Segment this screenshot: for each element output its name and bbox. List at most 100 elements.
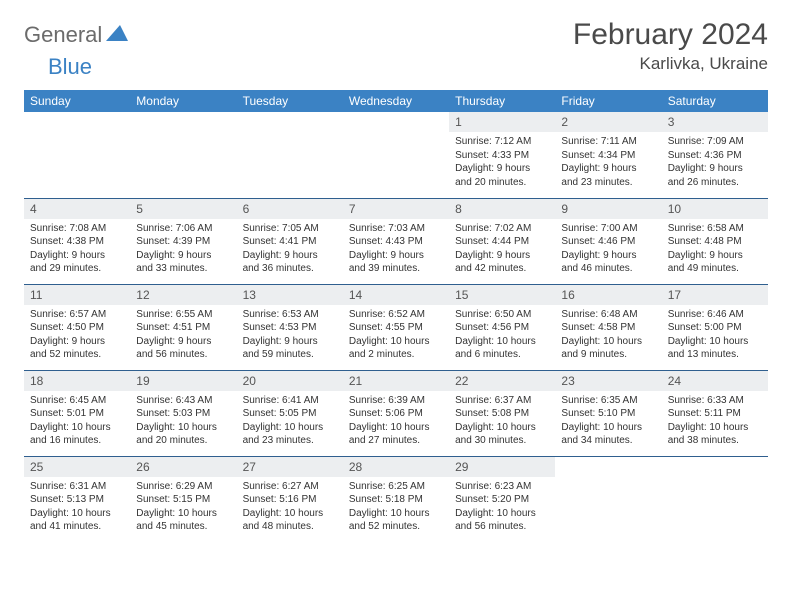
day-details: Sunrise: 7:11 AMSunset: 4:34 PMDaylight:… — [555, 132, 661, 193]
day-cell: 12Sunrise: 6:55 AMSunset: 4:51 PMDayligh… — [130, 284, 236, 370]
day-details: Sunrise: 6:25 AMSunset: 5:18 PMDaylight:… — [343, 477, 449, 538]
day-number: 28 — [343, 457, 449, 477]
calendar-table: SundayMondayTuesdayWednesdayThursdayFrid… — [24, 90, 768, 542]
day-number: 5 — [130, 199, 236, 219]
logo-text-general: General — [24, 22, 102, 48]
logo-triangle-icon — [106, 25, 128, 46]
day-number: 15 — [449, 285, 555, 305]
day-number: 2 — [555, 112, 661, 132]
calendar-row: 25Sunrise: 6:31 AMSunset: 5:13 PMDayligh… — [24, 456, 768, 542]
weekday-header: Saturday — [662, 90, 768, 112]
day-cell: 18Sunrise: 6:45 AMSunset: 5:01 PMDayligh… — [24, 370, 130, 456]
day-details: Sunrise: 6:39 AMSunset: 5:06 PMDaylight:… — [343, 391, 449, 452]
day-details: Sunrise: 7:12 AMSunset: 4:33 PMDaylight:… — [449, 132, 555, 193]
day-number: 16 — [555, 285, 661, 305]
day-number: 3 — [662, 112, 768, 132]
weekday-header: Tuesday — [237, 90, 343, 112]
calendar-row: 1Sunrise: 7:12 AMSunset: 4:33 PMDaylight… — [24, 112, 768, 198]
day-details: Sunrise: 7:09 AMSunset: 4:36 PMDaylight:… — [662, 132, 768, 193]
day-details: Sunrise: 7:08 AMSunset: 4:38 PMDaylight:… — [24, 219, 130, 280]
day-cell: 19Sunrise: 6:43 AMSunset: 5:03 PMDayligh… — [130, 370, 236, 456]
day-cell: 14Sunrise: 6:52 AMSunset: 4:55 PMDayligh… — [343, 284, 449, 370]
empty-cell — [130, 112, 236, 198]
day-details: Sunrise: 6:58 AMSunset: 4:48 PMDaylight:… — [662, 219, 768, 280]
day-number: 8 — [449, 199, 555, 219]
logo: General — [24, 22, 130, 48]
day-cell: 26Sunrise: 6:29 AMSunset: 5:15 PMDayligh… — [130, 456, 236, 542]
calendar-row: 11Sunrise: 6:57 AMSunset: 4:50 PMDayligh… — [24, 284, 768, 370]
calendar-row: 4Sunrise: 7:08 AMSunset: 4:38 PMDaylight… — [24, 198, 768, 284]
day-number: 27 — [237, 457, 343, 477]
day-number: 17 — [662, 285, 768, 305]
day-number: 6 — [237, 199, 343, 219]
day-cell: 10Sunrise: 6:58 AMSunset: 4:48 PMDayligh… — [662, 198, 768, 284]
day-cell: 4Sunrise: 7:08 AMSunset: 4:38 PMDaylight… — [24, 198, 130, 284]
day-cell: 16Sunrise: 6:48 AMSunset: 4:58 PMDayligh… — [555, 284, 661, 370]
day-cell: 5Sunrise: 7:06 AMSunset: 4:39 PMDaylight… — [130, 198, 236, 284]
day-details: Sunrise: 6:55 AMSunset: 4:51 PMDaylight:… — [130, 305, 236, 366]
day-cell: 8Sunrise: 7:02 AMSunset: 4:44 PMDaylight… — [449, 198, 555, 284]
empty-cell — [24, 112, 130, 198]
day-details: Sunrise: 6:50 AMSunset: 4:56 PMDaylight:… — [449, 305, 555, 366]
day-details: Sunrise: 6:23 AMSunset: 5:20 PMDaylight:… — [449, 477, 555, 538]
weekday-header: Monday — [130, 90, 236, 112]
day-details: Sunrise: 6:57 AMSunset: 4:50 PMDaylight:… — [24, 305, 130, 366]
day-details: Sunrise: 6:46 AMSunset: 5:00 PMDaylight:… — [662, 305, 768, 366]
day-number: 1 — [449, 112, 555, 132]
day-cell: 9Sunrise: 7:00 AMSunset: 4:46 PMDaylight… — [555, 198, 661, 284]
day-details: Sunrise: 7:00 AMSunset: 4:46 PMDaylight:… — [555, 219, 661, 280]
day-cell: 7Sunrise: 7:03 AMSunset: 4:43 PMDaylight… — [343, 198, 449, 284]
day-details: Sunrise: 6:31 AMSunset: 5:13 PMDaylight:… — [24, 477, 130, 538]
day-details: Sunrise: 7:03 AMSunset: 4:43 PMDaylight:… — [343, 219, 449, 280]
day-cell: 29Sunrise: 6:23 AMSunset: 5:20 PMDayligh… — [449, 456, 555, 542]
day-cell: 11Sunrise: 6:57 AMSunset: 4:50 PMDayligh… — [24, 284, 130, 370]
empty-cell — [343, 112, 449, 198]
day-details: Sunrise: 6:45 AMSunset: 5:01 PMDaylight:… — [24, 391, 130, 452]
day-number: 22 — [449, 371, 555, 391]
day-number: 26 — [130, 457, 236, 477]
logo-text-blue: Blue — [48, 54, 792, 80]
day-details: Sunrise: 6:52 AMSunset: 4:55 PMDaylight:… — [343, 305, 449, 366]
day-cell: 25Sunrise: 6:31 AMSunset: 5:13 PMDayligh… — [24, 456, 130, 542]
day-details: Sunrise: 7:05 AMSunset: 4:41 PMDaylight:… — [237, 219, 343, 280]
weekday-header: Sunday — [24, 90, 130, 112]
day-number: 7 — [343, 199, 449, 219]
day-number: 19 — [130, 371, 236, 391]
day-cell: 28Sunrise: 6:25 AMSunset: 5:18 PMDayligh… — [343, 456, 449, 542]
weekday-header-row: SundayMondayTuesdayWednesdayThursdayFrid… — [24, 90, 768, 112]
weekday-header: Thursday — [449, 90, 555, 112]
empty-cell — [555, 456, 661, 542]
month-title: February 2024 — [573, 18, 768, 52]
day-cell: 24Sunrise: 6:33 AMSunset: 5:11 PMDayligh… — [662, 370, 768, 456]
day-number: 11 — [24, 285, 130, 305]
day-number: 14 — [343, 285, 449, 305]
day-cell: 22Sunrise: 6:37 AMSunset: 5:08 PMDayligh… — [449, 370, 555, 456]
weekday-header: Wednesday — [343, 90, 449, 112]
day-number: 18 — [24, 371, 130, 391]
day-number: 9 — [555, 199, 661, 219]
calendar-row: 18Sunrise: 6:45 AMSunset: 5:01 PMDayligh… — [24, 370, 768, 456]
day-details: Sunrise: 6:27 AMSunset: 5:16 PMDaylight:… — [237, 477, 343, 538]
day-details: Sunrise: 6:48 AMSunset: 4:58 PMDaylight:… — [555, 305, 661, 366]
day-number: 24 — [662, 371, 768, 391]
day-details: Sunrise: 6:41 AMSunset: 5:05 PMDaylight:… — [237, 391, 343, 452]
day-cell: 23Sunrise: 6:35 AMSunset: 5:10 PMDayligh… — [555, 370, 661, 456]
day-number: 25 — [24, 457, 130, 477]
day-cell: 2Sunrise: 7:11 AMSunset: 4:34 PMDaylight… — [555, 112, 661, 198]
day-cell: 17Sunrise: 6:46 AMSunset: 5:00 PMDayligh… — [662, 284, 768, 370]
day-number: 4 — [24, 199, 130, 219]
day-number: 20 — [237, 371, 343, 391]
day-details: Sunrise: 6:43 AMSunset: 5:03 PMDaylight:… — [130, 391, 236, 452]
day-cell: 20Sunrise: 6:41 AMSunset: 5:05 PMDayligh… — [237, 370, 343, 456]
day-number: 10 — [662, 199, 768, 219]
empty-cell — [662, 456, 768, 542]
day-cell: 21Sunrise: 6:39 AMSunset: 5:06 PMDayligh… — [343, 370, 449, 456]
day-cell: 3Sunrise: 7:09 AMSunset: 4:36 PMDaylight… — [662, 112, 768, 198]
day-details: Sunrise: 7:02 AMSunset: 4:44 PMDaylight:… — [449, 219, 555, 280]
day-details: Sunrise: 6:35 AMSunset: 5:10 PMDaylight:… — [555, 391, 661, 452]
day-details: Sunrise: 6:29 AMSunset: 5:15 PMDaylight:… — [130, 477, 236, 538]
day-number: 21 — [343, 371, 449, 391]
day-details: Sunrise: 6:33 AMSunset: 5:11 PMDaylight:… — [662, 391, 768, 452]
day-details: Sunrise: 6:53 AMSunset: 4:53 PMDaylight:… — [237, 305, 343, 366]
day-number: 12 — [130, 285, 236, 305]
